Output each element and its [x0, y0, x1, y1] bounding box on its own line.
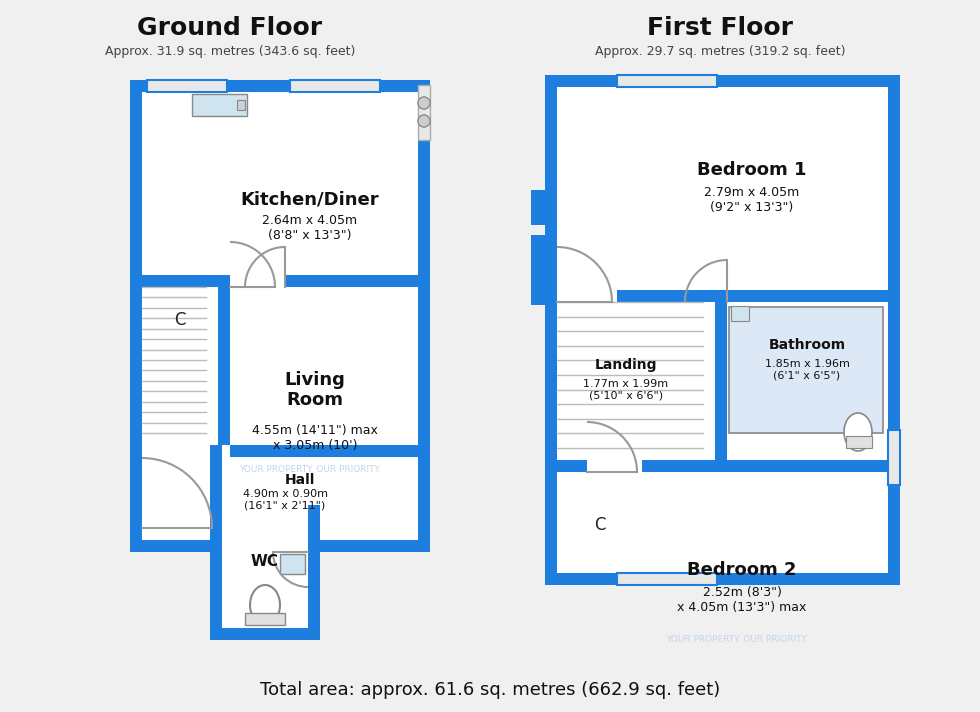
Bar [308, 540, 320, 640]
Bar [245, 613, 285, 625]
Ellipse shape [250, 585, 280, 625]
Text: 2.52m (8'3")
x 4.05m (13'3") max: 2.52m (8'3") x 4.05m (13'3") max [677, 586, 807, 614]
Bar [731, 306, 749, 321]
Text: Kitchen/Diner: Kitchen/Diner [241, 191, 379, 209]
Text: YOUR PROPERTY. OUR PRIORITY.: YOUR PROPERTY. OUR PRIORITY. [239, 466, 381, 474]
Bar [285, 275, 418, 287]
Bar [142, 275, 218, 287]
Text: Living
Room: Living Room [284, 371, 345, 409]
Bar [320, 540, 430, 552]
Bar [729, 307, 883, 433]
Bar [222, 538, 262, 540]
Bar [237, 100, 245, 110]
Text: Ground Floor: Ground Floor [137, 16, 322, 40]
Text: Approx. 31.9 sq. metres (343.6 sq. feet): Approx. 31.9 sq. metres (343.6 sq. feet) [105, 46, 355, 58]
Bar [545, 75, 900, 87]
Bar [888, 75, 900, 585]
Bar [531, 190, 545, 225]
Text: WC: WC [251, 555, 279, 570]
Text: C: C [594, 516, 606, 534]
Bar [557, 290, 888, 302]
Text: YOUR PROPERTY. OUR PRIORITY.: YOUR PROPERTY. OUR PRIORITY. [666, 636, 808, 644]
Bar [210, 540, 320, 640]
Text: Bedroom 1: Bedroom 1 [697, 161, 807, 179]
Text: 4.90m x 0.90m
(16'1" x 2'11"): 4.90m x 0.90m (16'1" x 2'11") [242, 489, 327, 511]
Bar [545, 573, 900, 585]
Text: 2.79m x 4.05m
(9'2" x 13'3"): 2.79m x 4.05m (9'2" x 13'3") [705, 186, 800, 214]
Bar [418, 80, 430, 540]
Circle shape [418, 97, 430, 109]
Bar [418, 85, 430, 140]
Text: 2.64m x 4.05m
(8'8" x 13'3"): 2.64m x 4.05m (8'8" x 13'3") [263, 214, 358, 242]
Bar [210, 628, 320, 640]
Bar [545, 75, 900, 585]
Text: Approx. 29.7 sq. metres (319.2 sq. feet): Approx. 29.7 sq. metres (319.2 sq. feet) [595, 46, 845, 58]
Circle shape [418, 115, 430, 127]
Bar [557, 290, 617, 304]
Bar [130, 80, 430, 540]
Text: Bedroom 2: Bedroom 2 [687, 561, 797, 579]
Bar [230, 445, 418, 457]
Bar [888, 430, 900, 485]
Ellipse shape [844, 413, 872, 451]
Bar [130, 80, 142, 540]
Bar [210, 505, 222, 540]
Bar [290, 80, 380, 92]
Bar [531, 270, 545, 305]
Bar [192, 94, 247, 116]
Bar [280, 554, 305, 574]
Circle shape [418, 97, 430, 109]
Bar [210, 540, 222, 640]
Text: 4.55m (14'11") max
x 3.05m (10'): 4.55m (14'11") max x 3.05m (10') [252, 424, 378, 452]
Bar [587, 460, 642, 474]
Bar [130, 540, 210, 552]
Bar [545, 75, 557, 585]
Text: Hall: Hall [285, 473, 316, 487]
Bar [557, 460, 888, 472]
Bar [147, 80, 227, 92]
Bar [617, 75, 717, 87]
Text: 1.77m x 1.99m
(5'10" x 6'6"): 1.77m x 1.99m (5'10" x 6'6") [583, 379, 668, 401]
Text: Total area: approx. 61.6 sq. metres (662.9 sq. feet): Total area: approx. 61.6 sq. metres (662… [260, 681, 720, 699]
Text: 1.85m x 1.96m
(6'1" x 6'5"): 1.85m x 1.96m (6'1" x 6'5") [764, 359, 850, 381]
Text: Bathroom: Bathroom [768, 338, 846, 352]
Bar [617, 573, 717, 585]
Text: First Floor: First Floor [647, 16, 793, 40]
Bar [846, 436, 872, 448]
Bar [130, 80, 430, 92]
Circle shape [418, 115, 430, 127]
Bar [715, 290, 727, 472]
Bar [531, 235, 545, 270]
Text: C: C [174, 311, 186, 329]
Text: Landing: Landing [595, 358, 658, 372]
Bar [308, 505, 320, 540]
Bar [218, 275, 230, 445]
Bar [210, 445, 222, 540]
